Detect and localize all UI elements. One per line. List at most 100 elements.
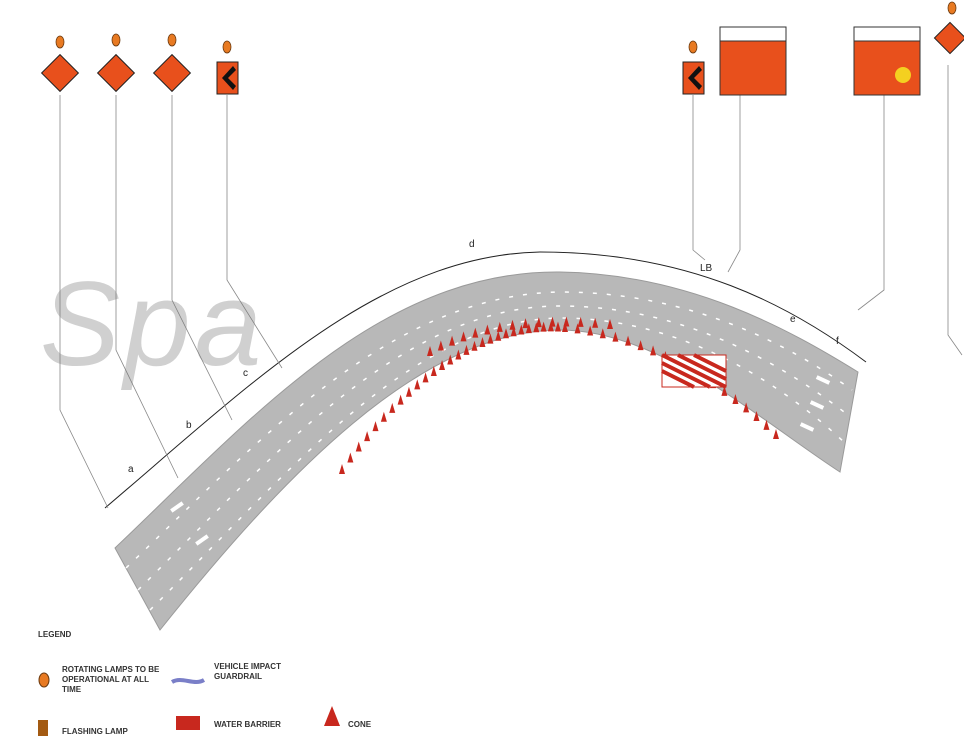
- road-arrow: [215, 566, 229, 578]
- cone-icon: [495, 330, 502, 341]
- cone-icon: [510, 326, 517, 337]
- cone-icon: [430, 365, 437, 376]
- rotating-lamp-icon: [222, 40, 232, 54]
- road-arrow: [809, 400, 825, 410]
- info-sign-header: [719, 26, 787, 42]
- cone-icon: [743, 402, 750, 413]
- cone-icon: [414, 379, 421, 390]
- cone-icon: [339, 464, 345, 474]
- cone-icon: [347, 452, 354, 463]
- cone-icon: [449, 335, 456, 346]
- cone-icon: [773, 429, 779, 439]
- road-arrow: [815, 375, 831, 385]
- guardrail-icon: [170, 678, 206, 684]
- leader-line: [727, 95, 741, 273]
- chevron-arrow-icon: [222, 66, 236, 90]
- cone-icon: [509, 319, 516, 330]
- leader-line: [947, 65, 963, 356]
- rotating-lamp-icon: [688, 40, 698, 54]
- leader-line: [857, 95, 885, 311]
- cone-icon: [612, 331, 619, 342]
- rotating-lamp-icon: [167, 33, 177, 47]
- legend-rotating-lamps: ROTATING LAMPS TO BE OPERATIONAL AT ALL …: [62, 665, 160, 694]
- rotating-lamp-icon: [38, 672, 50, 688]
- legend-guardrail: VEHICLE IMPACT GUARDRAIL: [214, 662, 281, 681]
- leader-line: [59, 95, 109, 509]
- cone-icon: [496, 321, 503, 332]
- dim-label-e: e: [790, 314, 796, 325]
- cone-icon: [599, 328, 606, 339]
- cone-icon: [518, 324, 525, 335]
- cone-icon: [592, 317, 599, 328]
- cone-icon: [437, 340, 444, 351]
- dim-label-c: c: [243, 368, 248, 379]
- warning-sign-icon: [96, 53, 136, 93]
- info-sign-icon: [853, 40, 921, 96]
- cone-icon: [355, 441, 362, 452]
- dim-label-d: d: [469, 239, 475, 250]
- cone-icon: [472, 327, 479, 338]
- cone-icon: [562, 322, 568, 332]
- road-arrow: [195, 534, 209, 546]
- cone-icon: [637, 340, 644, 351]
- legend-cone: CONE: [348, 720, 372, 729]
- road-arrow: [170, 501, 184, 513]
- cone-icon: [549, 316, 556, 327]
- flashing-lamp-icon: [38, 720, 48, 736]
- smiley-icon: [895, 67, 911, 83]
- cone-icon: [487, 333, 494, 344]
- cone-icon: [364, 431, 371, 442]
- dim-label-lb: LB: [700, 263, 713, 274]
- cone-icon: [471, 340, 478, 351]
- cone-icon: [439, 360, 446, 371]
- cone-icon: [405, 386, 412, 397]
- cone-icon: [503, 328, 510, 339]
- info-sign-header: [853, 26, 921, 42]
- dim-label-a: a: [128, 464, 134, 475]
- leader-line: [115, 95, 179, 479]
- cone-icon: [427, 346, 433, 356]
- cone-icon: [554, 321, 561, 332]
- curved-road: [114, 271, 859, 631]
- info-sign-icon: [719, 40, 787, 96]
- cone-icon: [455, 349, 462, 360]
- cone-icon: [525, 323, 532, 334]
- chevron-arrow-icon: [688, 66, 702, 90]
- cone-icon: [732, 394, 739, 405]
- cone-icon: [763, 419, 770, 430]
- dim-label-b: b: [186, 420, 192, 431]
- cone-icon: [447, 354, 454, 365]
- legend-title: LEGEND: [38, 630, 72, 639]
- cone-icon: [397, 394, 404, 405]
- cone-icon: [389, 402, 396, 413]
- warning-sign-icon: [152, 53, 192, 93]
- warning-sign-icon: [40, 53, 80, 93]
- cone-icon: [540, 321, 547, 332]
- cone-icon: [479, 336, 486, 347]
- cone-icon: [563, 316, 570, 327]
- cone-icon: [533, 322, 540, 333]
- cone-icon: [522, 318, 529, 329]
- cone-icon: [380, 411, 387, 422]
- water-barrier-group: [661, 353, 727, 389]
- cone-icon: [625, 335, 632, 346]
- cone-icon: [422, 372, 429, 383]
- leader-line: [171, 95, 233, 421]
- cone-icon: [535, 317, 542, 328]
- road-arrow: [799, 422, 815, 432]
- warning-sign-icon: [933, 21, 964, 55]
- lane-marking-2: [137, 305, 849, 591]
- water-barrier-icon: [176, 716, 200, 730]
- water-barrier-pattern: [661, 353, 727, 389]
- cone-icon: [753, 411, 760, 422]
- rotating-lamp-icon: [111, 33, 121, 47]
- rotating-lamp-icon: [55, 35, 65, 49]
- cone-icon: [460, 331, 467, 342]
- cone-icon: [324, 706, 340, 726]
- cone-icon: [463, 344, 470, 355]
- cone-icon: [372, 421, 379, 432]
- cone-icon: [607, 319, 613, 329]
- cone-icon: [721, 385, 728, 396]
- dimension-line: [104, 251, 867, 509]
